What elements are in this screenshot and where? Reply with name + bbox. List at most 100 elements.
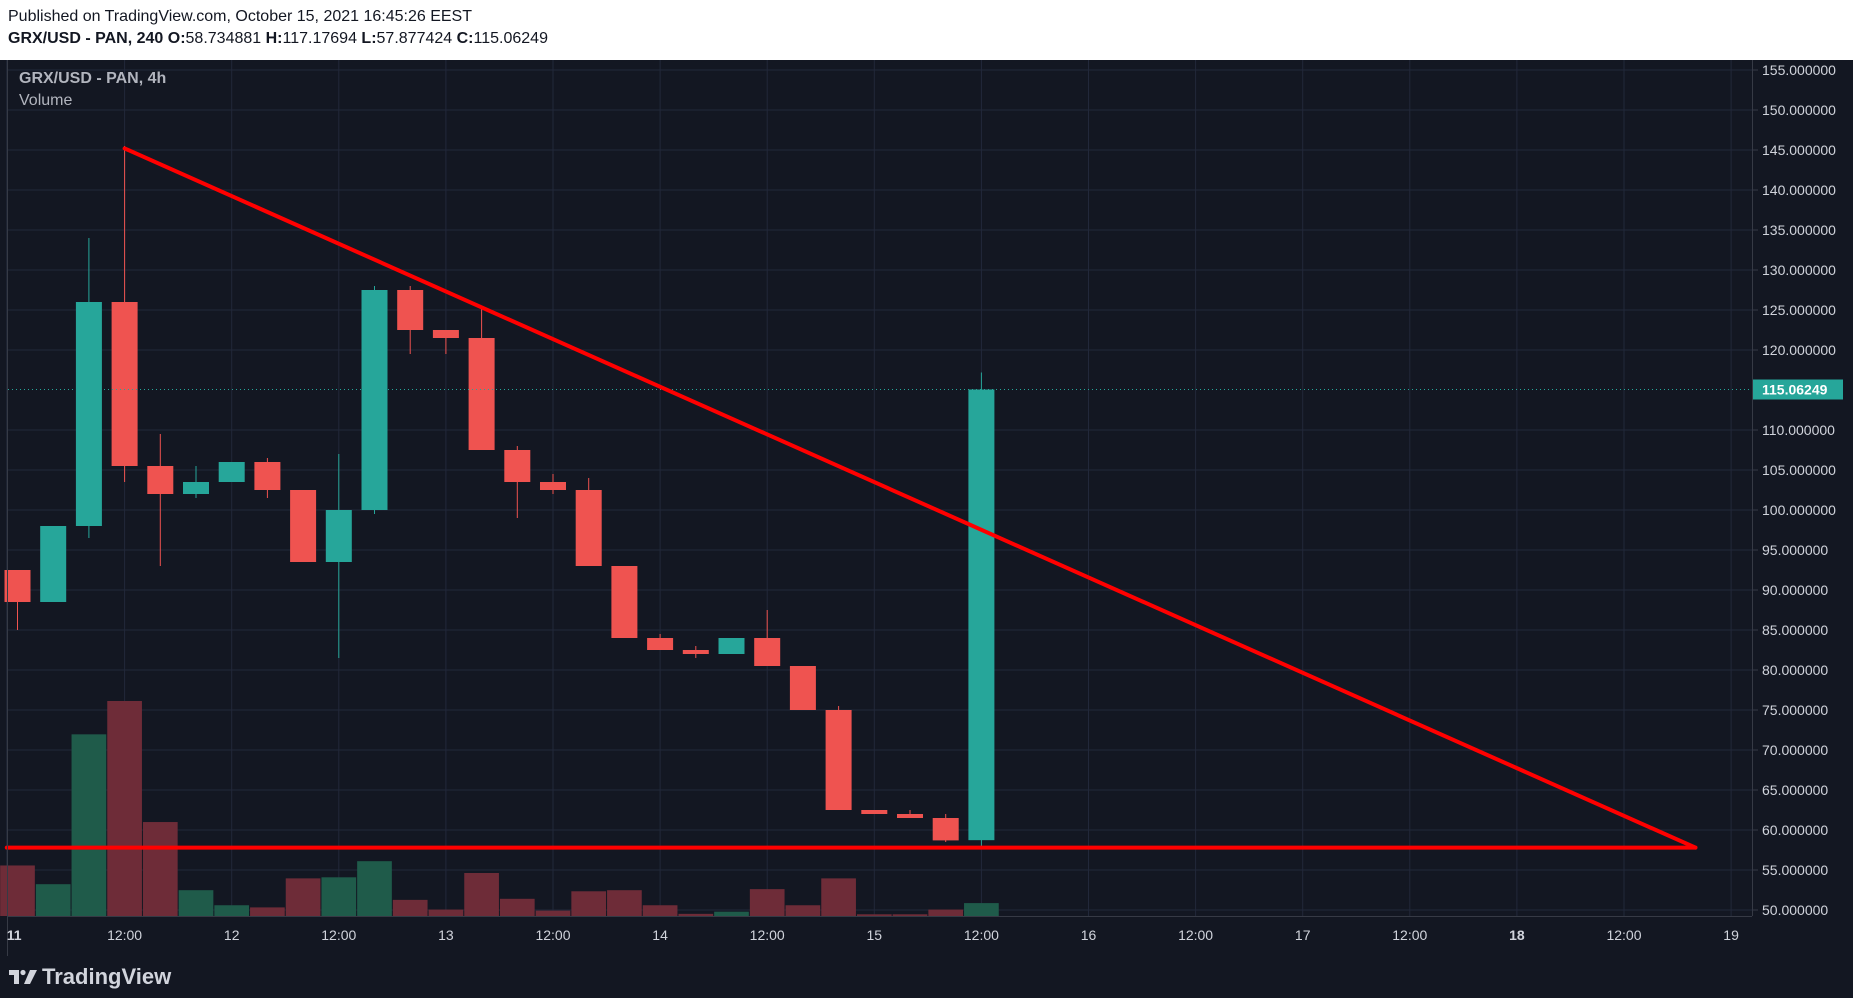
volume-bar — [392, 899, 428, 916]
candle-body — [183, 482, 209, 494]
time-tick-label: 12:00 — [321, 927, 356, 943]
time-tick-label: 16 — [1081, 927, 1097, 943]
time-tick-label: 15 — [867, 927, 883, 943]
price-tick-label: 60.000000 — [1762, 822, 1828, 838]
price-tick-label: 110.000000 — [1762, 422, 1835, 438]
tradingview-brand[interactable]: TradingView — [8, 964, 171, 990]
price-tick-label: 50.000000 — [1762, 902, 1828, 918]
candle-body — [754, 638, 781, 666]
volume-bar — [499, 898, 535, 916]
chart-pane[interactable]: 155.000000 150.000000 145.000000 140.000000… — [0, 60, 1853, 956]
candle-body — [40, 526, 67, 602]
legend-volume[interactable]: Volume — [19, 92, 73, 109]
candle-body — [4, 570, 31, 602]
time-tick-label: 12:00 — [964, 927, 999, 943]
volume-bar — [535, 910, 571, 916]
volume-bar — [357, 861, 392, 916]
price-axis-labels: 155.000000 150.000000 145.000000 140.000000… — [1752, 62, 1836, 918]
low-value: 57.877424 — [376, 30, 453, 47]
volume-series — [0, 701, 999, 916]
candle-body — [468, 338, 495, 450]
volume-bar — [821, 878, 856, 916]
candle-body — [968, 389, 995, 841]
volume-bar — [856, 914, 892, 916]
volume-bar — [892, 914, 928, 916]
price-tick-label: 85.000000 — [1762, 622, 1828, 638]
time-tick-label: 12 — [224, 927, 240, 943]
price-tick-label: 55.000000 — [1762, 862, 1828, 878]
price-tick-label: 135.000000 — [1762, 222, 1836, 238]
high-label: H: — [265, 30, 283, 47]
time-tick-label: 12:00 — [750, 927, 785, 943]
symbol-interval: GRX/USD - PAN, 240 — [8, 30, 164, 47]
last-price-badge — [1753, 379, 1843, 400]
candle-body — [540, 482, 566, 490]
volume-bar — [107, 701, 142, 916]
time-tick-label: 18 — [1509, 927, 1525, 943]
open-value: 58.734881 — [185, 30, 262, 47]
time-axis-labels: 11 12:00 12 12:00 13 12:00 14 12:00 15 12:00 16 12:… — [7, 927, 1739, 943]
candle-body — [111, 302, 138, 466]
ohlc-summary: GRX/USD - PAN, 240 O:58.734881 H:117.176… — [8, 30, 548, 48]
candle-body — [647, 638, 674, 650]
time-tick-label: 13 — [438, 927, 454, 943]
candle-body — [575, 490, 602, 566]
publish-header: Published on TradingView.com, October 15… — [0, 0, 1853, 60]
volume-bar — [785, 905, 821, 916]
price-tick-label: 95.000000 — [1762, 542, 1828, 558]
price-tick-label: 80.000000 — [1762, 662, 1828, 678]
price-tick-label: 150.000000 — [1762, 102, 1836, 118]
time-tick-label: 12:00 — [1606, 927, 1641, 943]
candle-body — [718, 638, 745, 654]
volume-bar — [0, 865, 35, 916]
brand-name: TradingView — [42, 964, 172, 989]
low-label: L: — [361, 30, 377, 47]
chart-legend: GRX/USD - PAN, 4h Volume — [19, 68, 166, 112]
price-tick-label: 155.000000 — [1762, 62, 1836, 78]
candle-series — [4, 146, 995, 847]
legend-symbol[interactable]: GRX/USD - PAN, 4h — [19, 70, 167, 87]
published-info: Published on TradingView.com, October 15… — [8, 8, 472, 25]
candle-body — [254, 462, 281, 490]
volume-bar — [71, 734, 107, 916]
price-tick-label: 145.000000 — [1762, 142, 1836, 158]
volume-bar — [214, 905, 250, 916]
candle-body — [825, 710, 852, 810]
volume-bar — [321, 877, 357, 916]
price-tick-label: 70.000000 — [1762, 742, 1828, 758]
volume-bar — [178, 890, 214, 916]
candle-body — [897, 814, 923, 818]
price-tick-label: 100.000000 — [1762, 502, 1836, 518]
volume-bar — [428, 909, 464, 916]
descending-resistance-trendline — [122, 146, 1698, 850]
price-tick-label: 120.000000 — [1762, 342, 1836, 358]
time-tick-label: 14 — [652, 927, 668, 943]
open-label: O: — [167, 30, 186, 47]
volume-bar — [678, 913, 714, 916]
price-chart[interactable]: 155.000000 150.000000 145.000000 140.000000… — [0, 60, 1853, 956]
price-tick-label: 140.000000 — [1762, 182, 1836, 198]
price-tick-label: 65.000000 — [1762, 782, 1828, 798]
volume-bar — [35, 884, 71, 916]
candle-body — [682, 650, 709, 654]
candle-body — [789, 666, 816, 710]
grid-lines — [6, 60, 1752, 916]
last-price-label: 115.06249 — [1762, 382, 1828, 398]
time-tick-label: 12:00 — [1392, 927, 1427, 943]
high-value: 117.17694 — [282, 30, 357, 47]
close-value: 115.06249 — [473, 30, 548, 47]
candle-body — [147, 466, 174, 494]
volume-bar — [714, 911, 749, 916]
candle-body — [432, 330, 459, 338]
volume-bar — [928, 909, 964, 916]
time-tick-label: 19 — [1723, 927, 1739, 943]
price-tick-label: 75.000000 — [1762, 702, 1828, 718]
time-tick-label: 11 — [7, 927, 22, 943]
candle-body — [75, 302, 102, 526]
candle-body — [397, 290, 424, 330]
volume-bar — [571, 891, 607, 916]
candle-body — [861, 810, 888, 814]
footer: TradingView — [0, 956, 1853, 998]
close-label: C: — [456, 30, 474, 47]
volume-bar — [749, 889, 785, 916]
